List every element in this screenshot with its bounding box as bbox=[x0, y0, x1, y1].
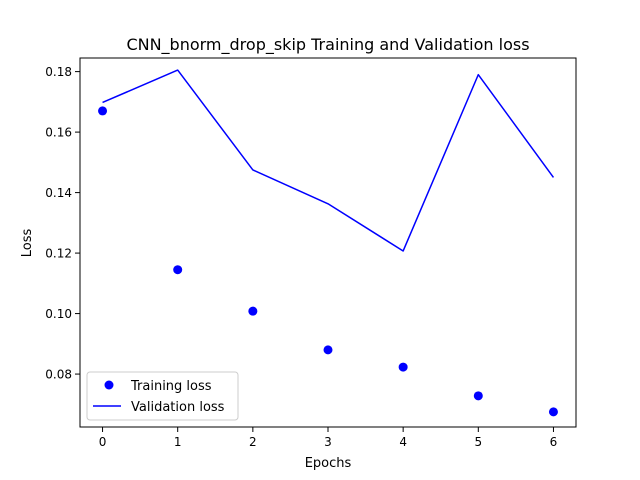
y-tick-label: 0.14 bbox=[45, 186, 72, 200]
training-loss-point bbox=[473, 391, 483, 401]
x-tick-label: 1 bbox=[174, 435, 182, 449]
training-loss-point bbox=[98, 106, 108, 116]
x-tick-label: 6 bbox=[550, 435, 558, 449]
training-loss-point bbox=[323, 345, 333, 355]
x-tick-label: 4 bbox=[399, 435, 407, 449]
legend-box bbox=[86, 371, 239, 421]
training-loss-point bbox=[248, 306, 258, 316]
legend: Training loss Validation loss bbox=[86, 371, 239, 421]
y-tick-label: 0.10 bbox=[45, 307, 72, 321]
training-loss-point bbox=[548, 407, 558, 417]
y-tick-label: 0.16 bbox=[45, 126, 72, 140]
y-axis-label: Loss bbox=[20, 229, 35, 258]
legend-training-marker bbox=[104, 380, 114, 390]
y-axis-ticks: 0.08 0.10 0.12 0.14 0.16 0.18 bbox=[45, 65, 80, 382]
x-axis-label: Epochs bbox=[305, 456, 352, 471]
plot-area bbox=[98, 69, 558, 417]
validation-loss-line bbox=[102, 69, 555, 252]
chart-title: CNN_bnorm_drop_skip Training and Validat… bbox=[126, 35, 529, 55]
y-tick-label: 0.18 bbox=[45, 65, 72, 79]
y-tick-label: 0.12 bbox=[45, 247, 72, 261]
training-loss-point bbox=[398, 362, 408, 372]
legend-validation-label: Validation loss bbox=[131, 400, 225, 415]
x-tick-label: 3 bbox=[324, 435, 332, 449]
legend-training-label: Training loss bbox=[130, 379, 212, 394]
x-axis-ticks: 0 1 2 3 4 5 6 bbox=[99, 427, 558, 449]
x-tick-label: 5 bbox=[474, 435, 482, 449]
x-tick-label: 0 bbox=[99, 435, 107, 449]
y-tick-label: 0.08 bbox=[45, 368, 72, 382]
training-loss-point bbox=[173, 265, 183, 275]
x-tick-label: 2 bbox=[249, 435, 257, 449]
